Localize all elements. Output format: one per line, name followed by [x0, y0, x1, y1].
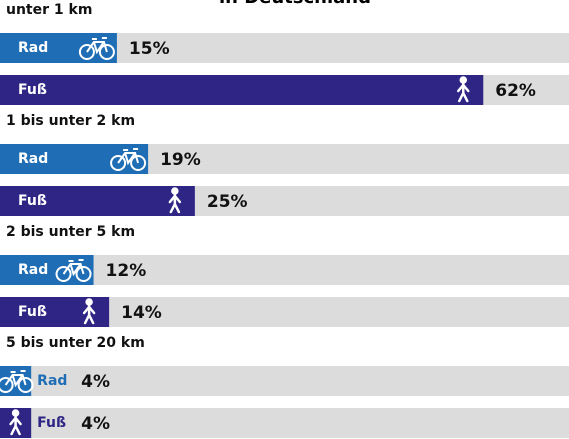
value-label: 4% [81, 414, 110, 434]
walker-icon [82, 298, 96, 325]
value-label: 14% [121, 303, 162, 323]
value-label: 19% [160, 150, 201, 170]
group-label: 1 bis unter 2 km [6, 113, 135, 129]
value-label: 62% [495, 81, 536, 101]
chart-title: in Deutschland [219, 0, 371, 8]
body [9, 415, 22, 436]
wheel [55, 266, 72, 282]
bike-icon [78, 37, 115, 60]
walker-icon [457, 76, 470, 103]
body [457, 82, 470, 103]
walker-icon [168, 187, 182, 214]
series-label: Rad [37, 373, 67, 389]
value-label: 25% [207, 192, 248, 212]
series-label: Rad [18, 262, 48, 278]
value-label: 15% [129, 39, 170, 59]
walker-icon [9, 409, 22, 436]
series-label: Rad [18, 151, 48, 167]
head [459, 76, 468, 84]
series-label: Fuß [18, 82, 47, 98]
wheel [75, 266, 92, 282]
frame [117, 148, 140, 166]
wheel [130, 155, 147, 171]
series-label: Fuß [18, 193, 47, 209]
series-label: Rad [18, 40, 48, 56]
wheel [17, 377, 34, 393]
group-label: 5 bis unter 20 km [6, 335, 145, 351]
bar-background [0, 408, 569, 438]
bike-icon [0, 370, 34, 393]
frame [62, 259, 85, 277]
wheel [110, 155, 127, 171]
body [82, 304, 96, 325]
bar-background [0, 255, 569, 285]
wheel [0, 377, 14, 393]
series-label: Fuß [37, 415, 66, 431]
bike-icon [110, 148, 147, 171]
bar [0, 75, 484, 105]
group-label: 2 bis unter 5 km [6, 224, 135, 240]
wheel [98, 44, 115, 60]
bar [0, 33, 117, 63]
series-label: Fuß [18, 304, 47, 320]
bar-background [0, 366, 569, 396]
body [168, 193, 182, 214]
head [11, 409, 20, 417]
frame [86, 37, 108, 55]
wheel [78, 44, 95, 60]
head [85, 298, 93, 306]
value-label: 4% [81, 372, 110, 392]
value-label: 12% [106, 261, 147, 281]
frame [4, 370, 27, 388]
head [171, 187, 179, 195]
bike-icon [55, 259, 92, 282]
bar [0, 186, 195, 216]
group-label: unter 1 km [6, 2, 92, 18]
